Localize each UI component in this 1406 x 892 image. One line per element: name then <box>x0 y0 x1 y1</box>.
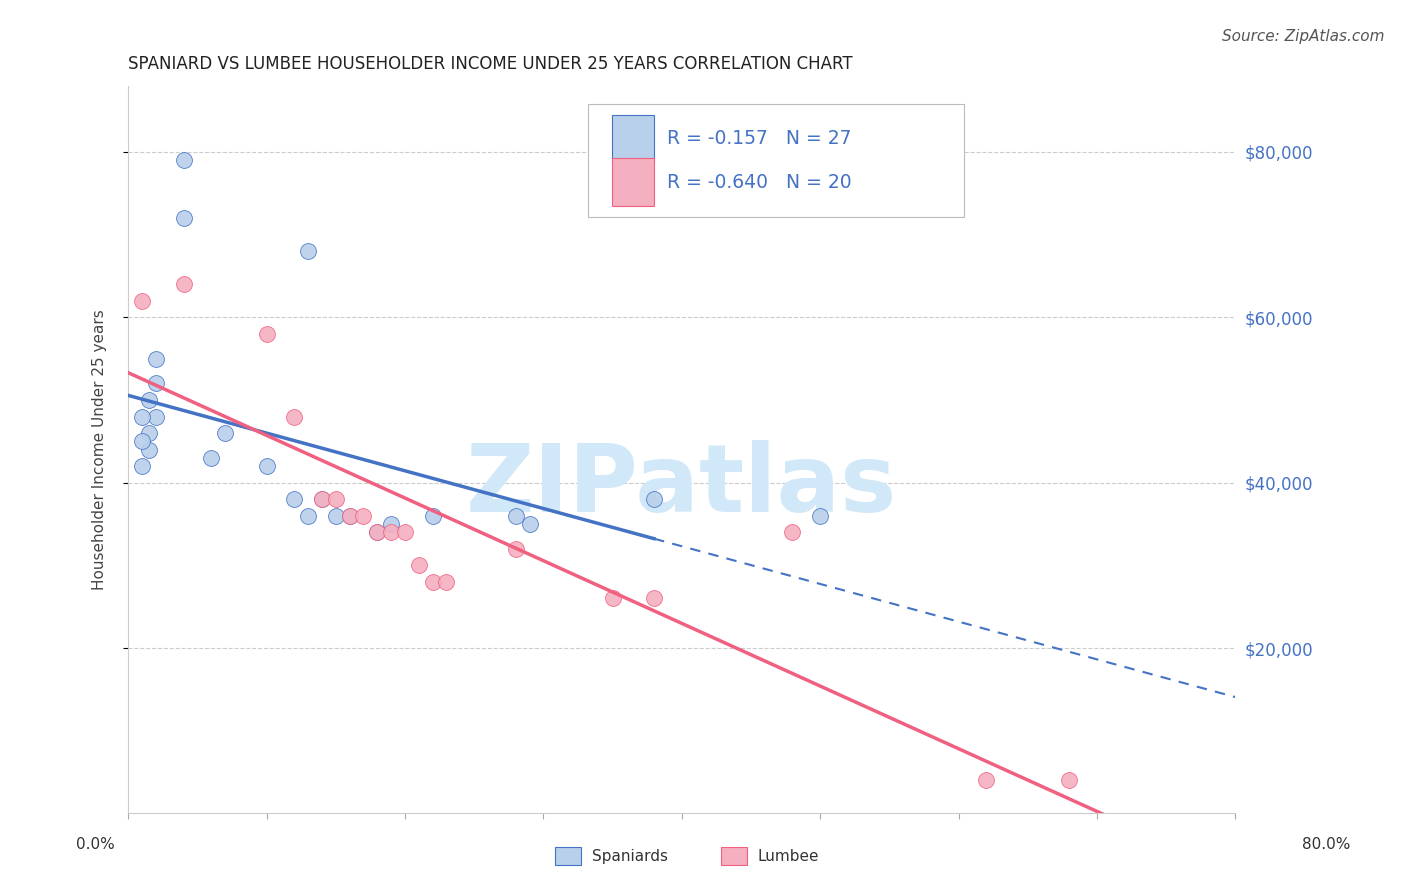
Point <box>422 574 444 589</box>
Point <box>145 351 167 366</box>
Text: Lumbee: Lumbee <box>758 849 820 863</box>
Point <box>200 450 222 465</box>
Text: ZIPatlas: ZIPatlas <box>465 440 897 532</box>
Point <box>138 392 160 407</box>
Point <box>173 277 195 292</box>
Point <box>505 508 527 523</box>
Point <box>131 434 153 449</box>
Text: Spaniards: Spaniards <box>592 849 668 863</box>
Point <box>380 525 402 540</box>
Point <box>339 508 361 523</box>
Text: R = -0.640   N = 20: R = -0.640 N = 20 <box>668 172 852 192</box>
Point <box>145 409 167 424</box>
Point <box>131 409 153 424</box>
Text: Source: ZipAtlas.com: Source: ZipAtlas.com <box>1222 29 1385 44</box>
Point <box>422 508 444 523</box>
FancyBboxPatch shape <box>612 159 654 206</box>
Point <box>380 517 402 532</box>
Text: SPANIARD VS LUMBEE HOUSEHOLDER INCOME UNDER 25 YEARS CORRELATION CHART: SPANIARD VS LUMBEE HOUSEHOLDER INCOME UN… <box>128 55 853 73</box>
Point <box>408 558 430 573</box>
Point <box>214 426 236 441</box>
Point <box>808 508 831 523</box>
FancyBboxPatch shape <box>588 104 965 217</box>
Point <box>131 293 153 308</box>
Point <box>297 508 319 523</box>
Point <box>256 326 278 341</box>
Point <box>643 492 665 507</box>
Point <box>325 508 347 523</box>
Point <box>145 376 167 391</box>
Point <box>138 426 160 441</box>
Point <box>339 508 361 523</box>
Text: 80.0%: 80.0% <box>1302 838 1350 852</box>
Text: R = -0.157   N = 27: R = -0.157 N = 27 <box>668 129 852 148</box>
Point <box>297 244 319 259</box>
Point <box>1057 773 1080 788</box>
Point <box>131 459 153 474</box>
Point <box>325 492 347 507</box>
Point <box>505 541 527 556</box>
Point <box>394 525 416 540</box>
Point <box>283 492 305 507</box>
Point <box>366 525 388 540</box>
Point <box>173 211 195 226</box>
Point <box>352 508 374 523</box>
Text: 0.0%: 0.0% <box>76 838 115 852</box>
Point <box>311 492 333 507</box>
Y-axis label: Householder Income Under 25 years: Householder Income Under 25 years <box>93 310 107 590</box>
FancyBboxPatch shape <box>612 115 654 162</box>
Point <box>519 517 541 532</box>
Point <box>602 591 624 606</box>
Point <box>366 525 388 540</box>
Point <box>436 574 458 589</box>
Point <box>311 492 333 507</box>
Point <box>256 459 278 474</box>
Point <box>173 153 195 168</box>
Point <box>283 409 305 424</box>
Point <box>138 442 160 457</box>
Point <box>643 591 665 606</box>
Point <box>782 525 804 540</box>
Point <box>974 773 997 788</box>
